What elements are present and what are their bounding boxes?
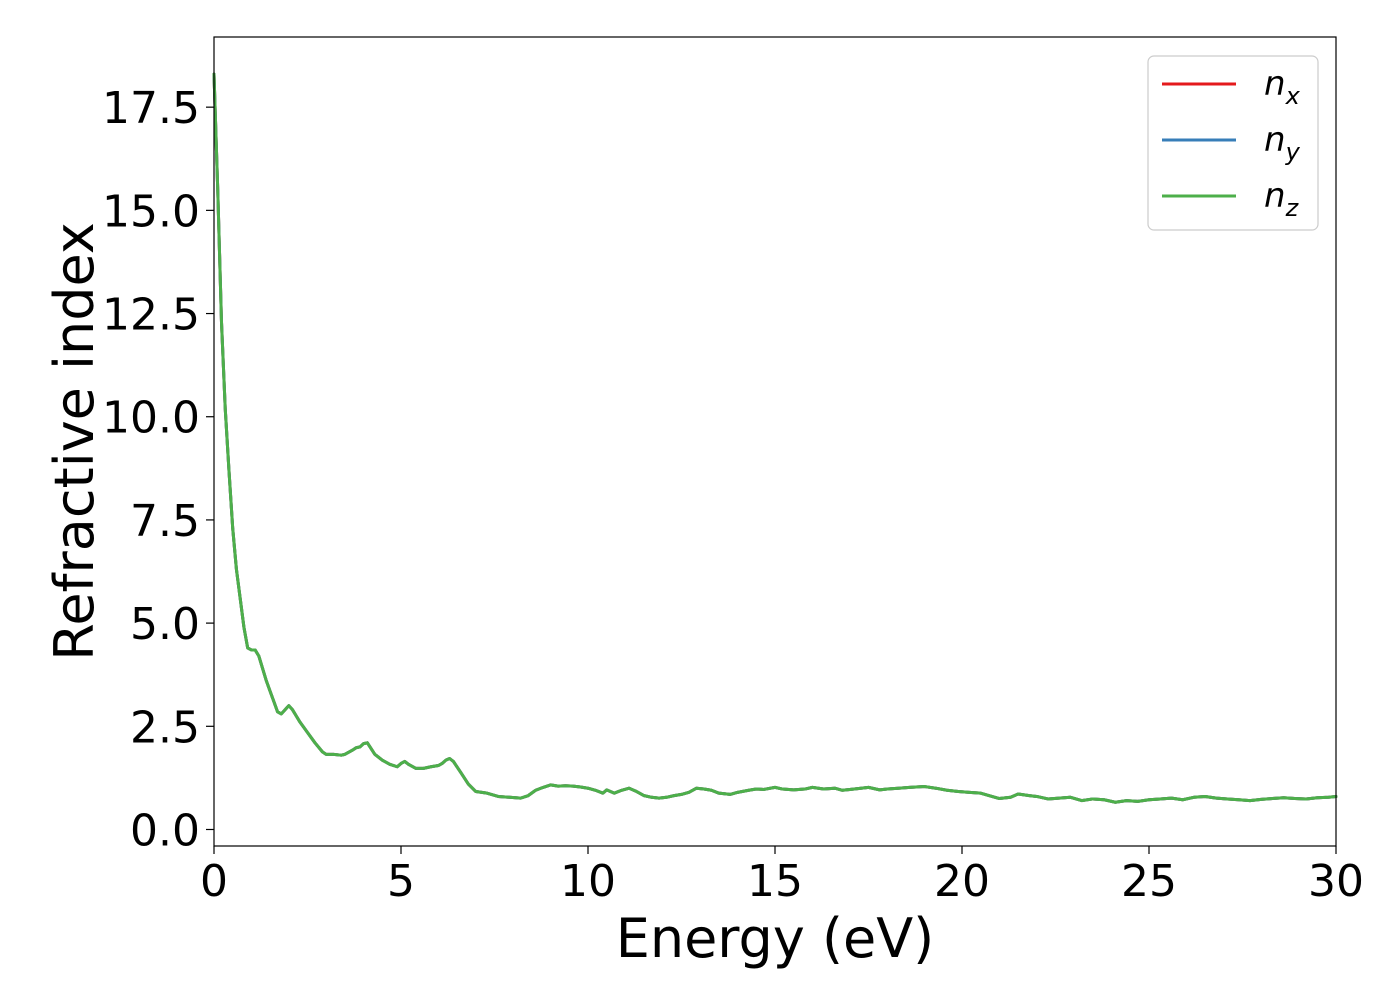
x-tick-label: 0 [200, 856, 228, 907]
x-tick-label: 10 [560, 856, 616, 907]
x-tick-label: 20 [934, 856, 990, 907]
legend: nx ny nz [1147, 55, 1319, 231]
x-tick-label: 25 [1121, 856, 1177, 907]
x-tick-label: 30 [1308, 856, 1364, 907]
x-axis-ticks: 0 5 10 15 20 25 30 [200, 846, 1364, 907]
y-tick-label: 0.0 [130, 805, 200, 856]
x-axis-label: Energy (eV) [616, 907, 935, 970]
y-tick-label: 10.0 [102, 393, 200, 444]
y-tick-label: 15.0 [102, 186, 200, 237]
plot-lines [212, 72, 1338, 804]
y-tick-label: 12.5 [102, 290, 200, 341]
series-line-z [212, 72, 1338, 804]
y-axis-label: Refractive index [43, 222, 106, 661]
y-axis-ticks: 0.0 2.5 5.0 7.5 10.0 12.5 15.0 17.5 [102, 83, 214, 856]
legend-box [1147, 55, 1319, 231]
y-tick-label: 7.5 [130, 496, 200, 547]
x-tick-label: 5 [387, 856, 415, 907]
y-tick-label: 17.5 [102, 83, 200, 134]
legend-label-z: nz [1264, 176, 1300, 222]
y-tick-label: 2.5 [130, 702, 200, 753]
legend-label-y: ny [1264, 120, 1301, 166]
y-tick-label: 5.0 [130, 599, 200, 650]
legend-label-x: nx [1264, 64, 1301, 110]
x-tick-label: 15 [747, 856, 803, 907]
